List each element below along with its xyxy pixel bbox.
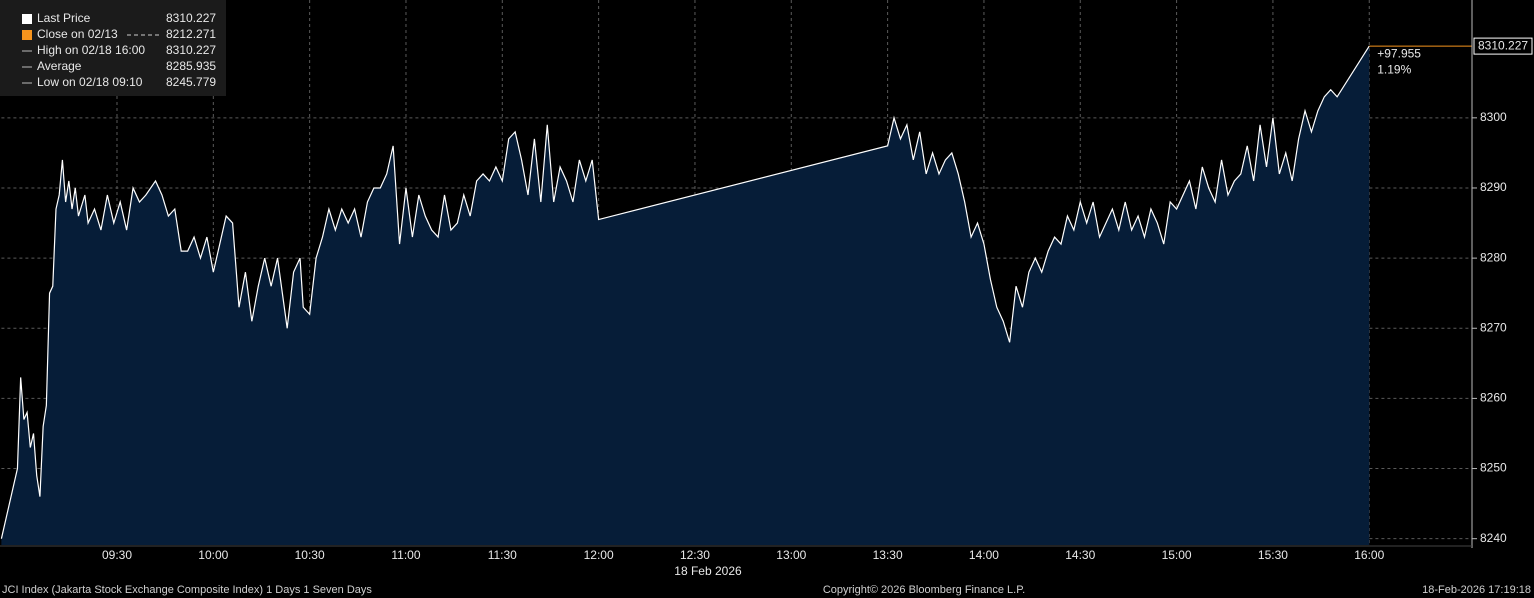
legend-swatch [22,30,32,40]
x-axis-date: 18 Feb 2026 [674,564,742,578]
y-tick-label: 8240 [1480,531,1507,545]
x-tick-label: 13:30 [873,548,903,562]
price-line [0,45,1370,539]
footer-right: 18-Feb-2026 17:19:18 [1422,584,1531,596]
x-tick-label: 11:30 [488,548,517,562]
y-tick-label: 8270 [1480,320,1507,334]
plot-area [0,0,1472,545]
legend-value: 8245.779 [166,75,216,89]
legend: Last Price 8310.227 Close on 02/13 8212.271… [22,11,216,89]
legend-label: Low on 02/18 09:10 [37,75,143,89]
legend-value: 8212.271 [166,27,216,41]
legend-box [0,0,226,96]
x-tick-label: 13:00 [776,548,806,562]
legend-value: 8310.227 [166,11,216,25]
x-tick-label: 12:30 [680,548,710,562]
footer-left: JCI Index (Jakarta Stock Exchange Compos… [2,584,372,596]
last-price-box [1473,37,1533,55]
change-label: +97.955 [1377,46,1421,60]
y-tick-label: 8280 [1480,250,1507,264]
area-fill [1,46,1370,545]
change-pct-label: 1.19% [1377,62,1411,76]
x-tick-label: 10:00 [198,548,228,562]
legend-value: 8285.935 [166,59,216,73]
y-tick-label: 8250 [1480,461,1507,475]
legend-value: 8310.227 [166,43,216,57]
y-tick-label: 8260 [1480,391,1507,405]
legend-label: High on 02/18 16:00 [37,43,145,57]
x-tick-label: 14:30 [1065,548,1095,562]
legend-swatch [22,14,32,24]
y-tick-label: 8300 [1480,110,1507,124]
legend-label: Average [37,59,82,73]
x-tick-label: 15:00 [1162,548,1192,562]
x-tick-label: 11:00 [391,548,420,562]
x-tick-label: 16:00 [1354,548,1384,562]
legend-label: Last Price [37,11,91,25]
y-tick-label: 8290 [1480,180,1507,194]
x-tick-label: 15:30 [1258,548,1288,562]
x-tick-label: 10:30 [295,548,325,562]
last-price-label: 8310.227 [1478,38,1528,52]
x-tick-label: 09:30 [102,548,132,562]
footer-center: Copyright© 2026 Bloomberg Finance L.P. [823,584,1025,596]
x-tick-label: 12:00 [584,548,614,562]
x-tick-label: 14:00 [969,548,999,562]
legend-label: Close on 02/13 [37,27,118,41]
